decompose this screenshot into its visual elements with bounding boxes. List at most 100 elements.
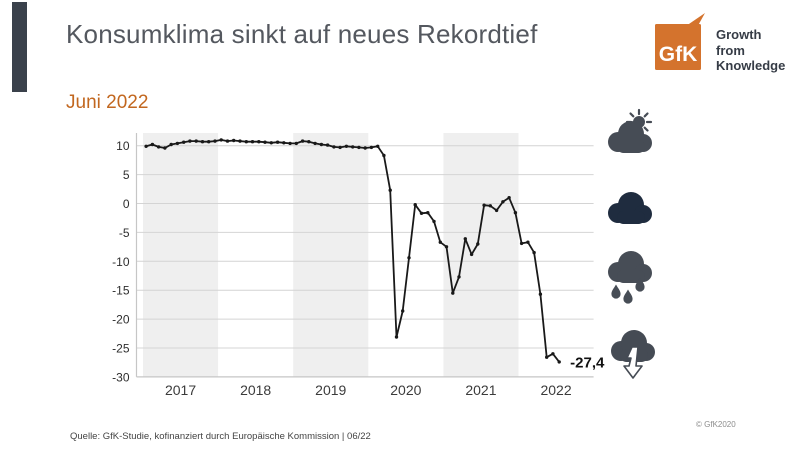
rain-drops — [611, 277, 645, 304]
cloud-shape — [608, 121, 652, 153]
data-point — [182, 140, 186, 144]
data-point — [494, 208, 499, 213]
year-band-2019 — [293, 133, 369, 377]
data-point — [551, 352, 555, 356]
rain-cloud-icon — [608, 251, 652, 304]
data-point — [363, 146, 367, 150]
data-point — [313, 141, 317, 146]
data-point — [257, 140, 261, 144]
data-point — [238, 139, 242, 143]
data-point — [469, 252, 474, 257]
data-point — [538, 292, 543, 296]
x-tick-label: 2019 — [315, 382, 346, 398]
accent-bar — [12, 2, 27, 92]
cloud-shape — [608, 251, 652, 283]
y-tick-label: -25 — [112, 342, 130, 356]
data-point — [501, 200, 505, 204]
data-point — [288, 141, 292, 146]
y-tick-label: -5 — [119, 226, 130, 240]
data-point — [144, 144, 148, 148]
data-point — [463, 237, 467, 241]
data-point — [369, 145, 374, 150]
data-point — [319, 142, 324, 147]
data-point — [413, 203, 417, 207]
y-tick-label: -10 — [112, 255, 130, 269]
data-point — [275, 140, 280, 144]
data-point — [269, 141, 273, 145]
data-point — [225, 139, 230, 143]
data-point — [150, 142, 155, 147]
page-title: Konsumklima sinkt auf neues Rekordtief — [66, 19, 538, 49]
data-point — [532, 250, 536, 255]
gfk-logo-mark: GfK — [655, 13, 705, 70]
data-point — [332, 145, 336, 149]
x-tick-label: 2022 — [540, 382, 571, 398]
logo-tagline: Growth from Knowledge — [716, 27, 785, 74]
tagline-line-3: Knowledge — [716, 58, 786, 73]
data-point — [219, 138, 223, 142]
x-tick-label: 2021 — [465, 382, 496, 398]
data-point — [250, 140, 255, 144]
sun-behind-cloud-icon — [608, 108, 653, 153]
data-point — [244, 140, 248, 144]
data-point — [526, 240, 530, 244]
data-point — [232, 138, 236, 143]
data-point — [545, 355, 549, 359]
data-point — [382, 153, 386, 158]
data-point — [169, 142, 173, 147]
source-note: Quelle: GfK-Studie, kofinanziert durch E… — [70, 431, 371, 442]
cloud-shape — [611, 330, 655, 362]
data-point — [188, 139, 192, 143]
data-point — [482, 203, 486, 207]
y-tick-label: 5 — [123, 168, 130, 182]
tagline-line-1: Growth — [716, 27, 762, 42]
consumer-climate-chart: 10 5 0 -5 -10 -15 -20 -25 -30 2017 2018 2019 2020 202… — [112, 133, 605, 398]
data-point — [401, 309, 405, 313]
data-point — [519, 241, 524, 246]
data-point — [457, 275, 461, 279]
data-point — [344, 144, 349, 148]
x-tick-label: 2017 — [165, 382, 196, 398]
data-point — [488, 204, 492, 208]
y-tick-label: 0 — [123, 197, 130, 211]
y-tick-label: -30 — [112, 370, 130, 384]
end-value-label: -27,4 — [570, 354, 605, 371]
data-point — [419, 211, 424, 215]
copyright-note: © GfK2020 — [696, 420, 736, 429]
x-tick-label: 2018 — [240, 382, 271, 398]
slide-subtitle: Juni 2022 — [66, 92, 149, 113]
data-point — [476, 242, 480, 246]
cloud-icon — [608, 192, 652, 224]
year-band-2017 — [143, 133, 219, 377]
data-point — [194, 139, 198, 143]
logo-text: GfK — [659, 43, 698, 66]
data-point — [507, 196, 511, 200]
data-point — [200, 140, 205, 144]
cloud-arrow-down-icon — [611, 330, 655, 379]
data-point — [207, 140, 211, 144]
data-point — [357, 145, 361, 150]
data-point — [426, 211, 430, 215]
data-point — [394, 335, 399, 339]
data-point — [557, 360, 561, 364]
data-point — [282, 141, 286, 145]
data-point — [438, 240, 442, 244]
data-point — [513, 211, 518, 215]
chart-area: 10 5 0 -5 -10 -15 -20 -25 -30 2017 2018 2019 2020 202… — [95, 130, 610, 408]
data-point — [351, 145, 355, 149]
data-point — [294, 141, 298, 146]
data-point — [444, 245, 449, 249]
data-point — [213, 139, 217, 143]
year-band-2021 — [443, 133, 519, 377]
y-tick-label: -20 — [112, 313, 130, 327]
data-point — [263, 140, 267, 144]
y-tick-label: -15 — [112, 284, 130, 298]
data-point — [307, 140, 311, 144]
gfk-logo: GfK Growth from Knowledge — [650, 10, 800, 80]
x-tick-label: 2020 — [390, 382, 421, 398]
data-point — [338, 145, 342, 150]
data-point — [156, 145, 161, 149]
arrow-down — [623, 346, 643, 379]
data-point — [388, 188, 392, 192]
